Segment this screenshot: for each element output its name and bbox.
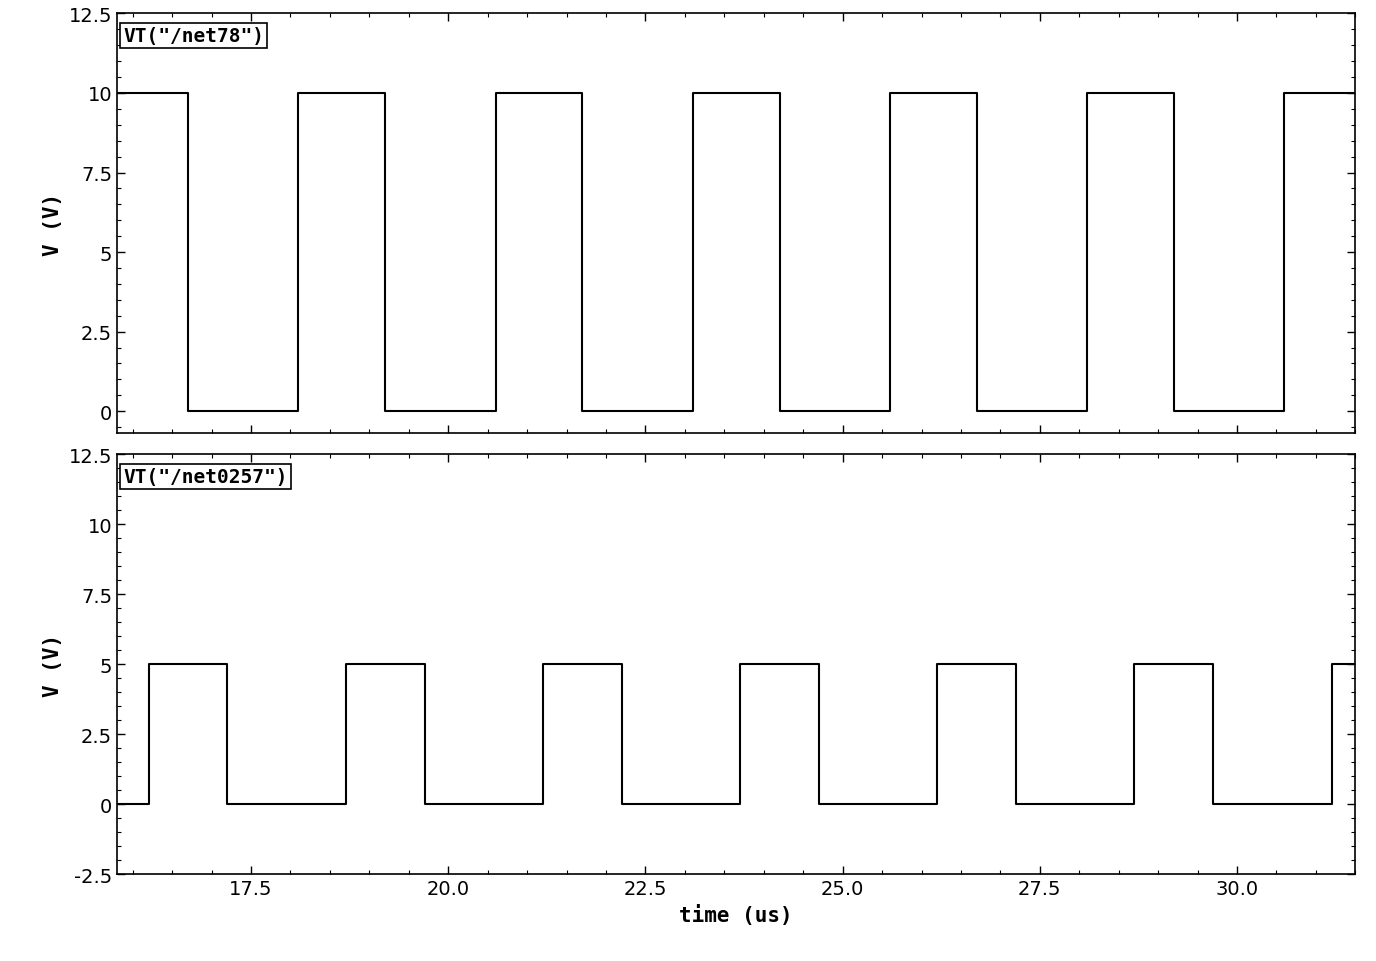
Y-axis label: V (V): V (V) [43, 192, 63, 256]
Y-axis label: V (V): V (V) [43, 633, 63, 697]
Text: VT("/net78"): VT("/net78") [124, 27, 264, 46]
X-axis label: time (us): time (us) [680, 904, 793, 924]
Text: VT("/net0257"): VT("/net0257") [124, 468, 288, 486]
